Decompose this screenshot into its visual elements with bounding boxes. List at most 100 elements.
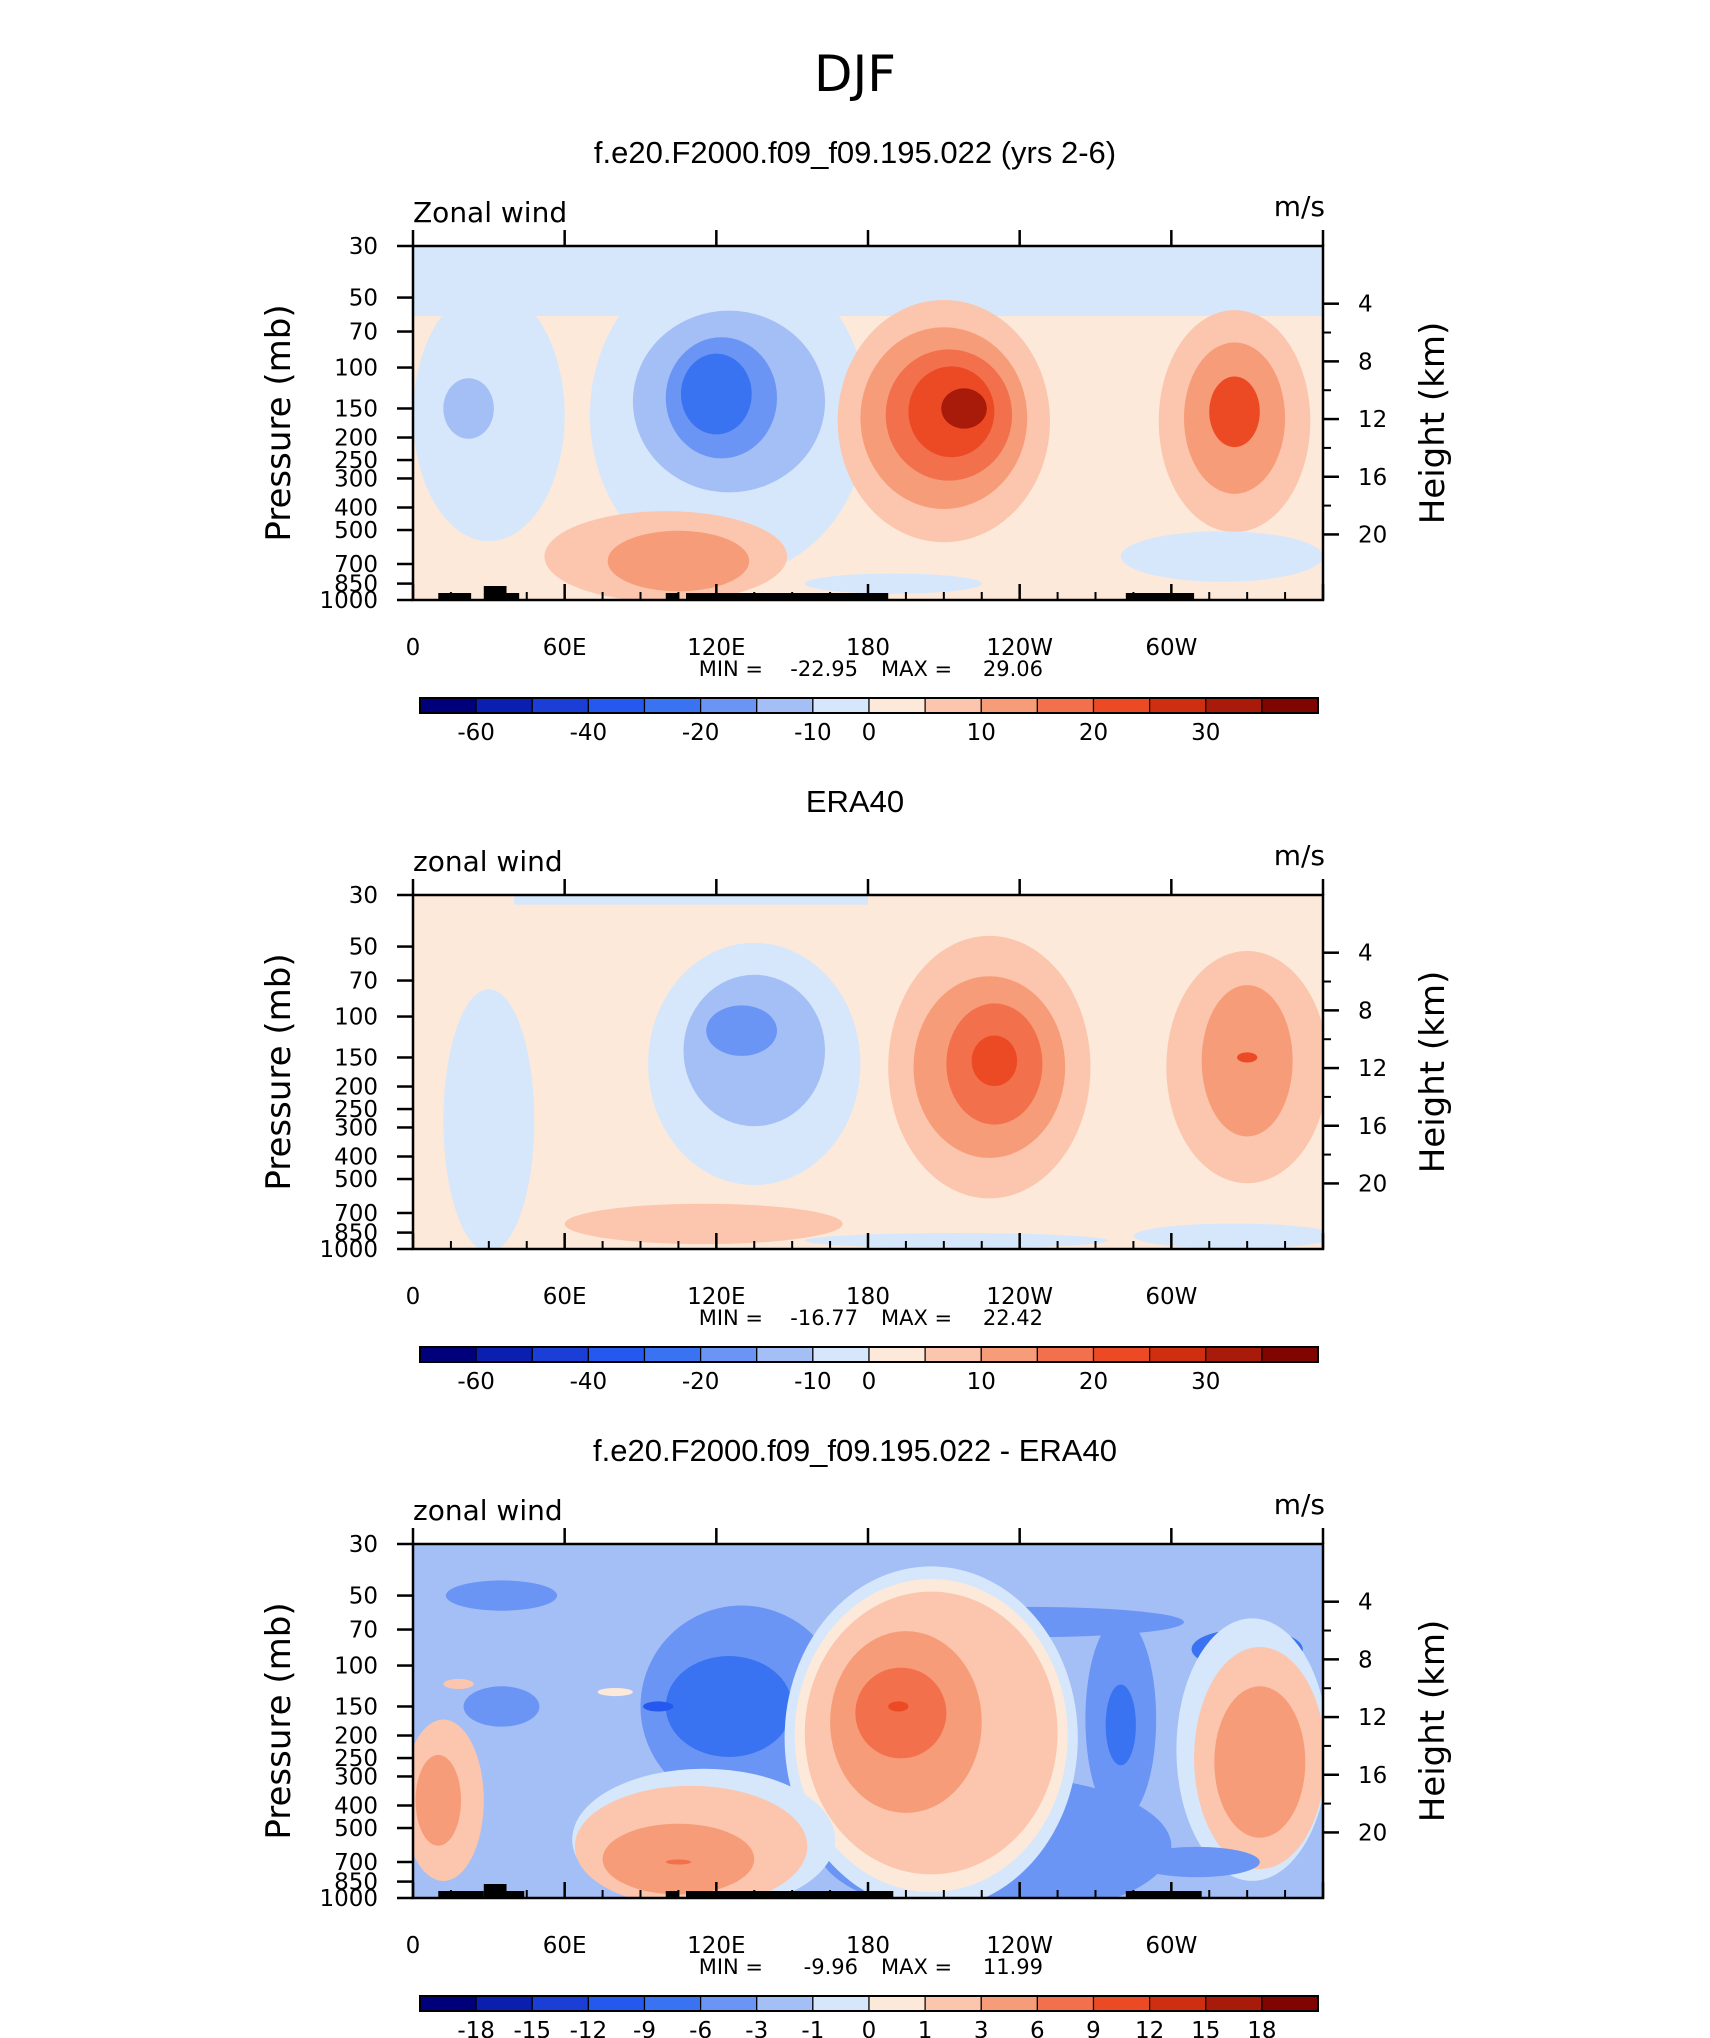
colorbar-tick-label: -40 xyxy=(570,1369,608,1395)
colorbar-tick-label: -6 xyxy=(689,2018,712,2038)
chart-panel-3: f.e20.F2000.f09_f09.195.022 - ERA40 0 60E 1… xyxy=(259,1433,1453,2038)
colorbar-tick-label: -60 xyxy=(457,720,495,746)
colorbar-swatch xyxy=(812,1995,870,2012)
x-tick-label: 0 xyxy=(406,635,421,661)
contour-region xyxy=(602,1823,755,1895)
max-label: MAX = xyxy=(881,657,952,681)
contour-region xyxy=(443,1678,474,1689)
colorbar-swatch xyxy=(1205,1995,1263,2012)
chart-panel-1: f.e20.F2000.f09_f09.195.022 (yrs 2-6) 0 60… xyxy=(259,135,1453,746)
max-value: 29.06 xyxy=(983,657,1043,681)
y-tick-label: 700 xyxy=(334,1850,378,1876)
min-value: -16.77 xyxy=(790,1306,858,1330)
y2-tick-label: 16 xyxy=(1358,1763,1387,1789)
y2-axis-title: Height (km) xyxy=(1413,971,1453,1174)
y-tick-label: 100 xyxy=(334,1005,378,1031)
colorbar-tick-label: 30 xyxy=(1191,720,1220,746)
y-axis-title: Pressure (mb) xyxy=(259,953,299,1190)
y-tick-label: 300 xyxy=(334,1115,378,1141)
y-tick-label: 50 xyxy=(349,1584,378,1610)
colorbar-swatch xyxy=(587,1346,646,1363)
y2-tick-label: 12 xyxy=(1358,1705,1387,1731)
colorbar-swatch xyxy=(1036,1995,1095,2012)
colorbar-swatch xyxy=(1205,1346,1263,1363)
contour-region xyxy=(680,353,752,435)
colorbar-swatch xyxy=(475,697,533,714)
colorbar-tick-label: 0 xyxy=(862,2018,877,2038)
y-tick-label: 850 xyxy=(334,1870,378,1896)
colorbar-tick-label: -10 xyxy=(794,1369,832,1395)
y-axis-title: Pressure (mb) xyxy=(259,1602,299,1839)
topography xyxy=(686,1891,894,1898)
contour-region xyxy=(564,1203,843,1245)
x-tick-label: 60W xyxy=(1145,1933,1197,1959)
contour-region xyxy=(665,1656,793,1757)
colorbar-swatch xyxy=(700,1995,758,2012)
colorbar-swatch xyxy=(419,697,477,714)
colorbar-tick-label: -3 xyxy=(745,2018,768,2038)
x-tick-label: 60W xyxy=(1145,1284,1197,1310)
colorbar-swatch xyxy=(756,1346,814,1363)
contour-field xyxy=(413,246,1323,600)
topography xyxy=(665,1891,679,1898)
colorbar-swatch xyxy=(1261,697,1319,714)
contour-region xyxy=(1133,1223,1323,1249)
x-tick-label: 0 xyxy=(406,1284,421,1310)
colorbar-tick-label: -1 xyxy=(801,2018,824,2038)
x-tick-label: 180 xyxy=(846,635,890,661)
colorbar-swatch xyxy=(419,1346,477,1363)
panels: f.e20.F2000.f09_f09.195.022 (yrs 2-6)0 60… xyxy=(259,135,1453,2038)
contour-region xyxy=(415,1754,462,1846)
y-tick-label: 1000 xyxy=(319,1237,378,1263)
colorbar-tick-label: -20 xyxy=(682,1369,720,1395)
y-tick-label: 100 xyxy=(334,1654,378,1680)
x-tick-label: 0 xyxy=(406,1933,421,1959)
colorbar-swatch xyxy=(1261,1346,1319,1363)
variable-label: zonal wind xyxy=(413,845,563,878)
topography xyxy=(506,1891,525,1898)
contour-band xyxy=(413,246,1323,316)
topography xyxy=(438,593,472,600)
colorbar-swatch xyxy=(643,1346,702,1363)
y-tick-label: 30 xyxy=(349,1532,378,1558)
y-tick-label: 1000 xyxy=(319,1886,378,1912)
y-tick-label: 300 xyxy=(334,466,378,492)
colorbar-swatch xyxy=(1036,697,1095,714)
y-tick-label: 50 xyxy=(349,286,378,312)
x-tick-label: 60E xyxy=(543,635,587,661)
colorbar-swatch xyxy=(475,1346,533,1363)
contour-region xyxy=(941,388,987,429)
colorbar-tick-label: 9 xyxy=(1086,2018,1101,2038)
variable-label: zonal wind xyxy=(413,1494,563,1527)
contour-region xyxy=(597,1687,633,1697)
contour-region xyxy=(1209,376,1260,448)
colorbar-swatch xyxy=(643,697,702,714)
colorbar-tick-label: -20 xyxy=(682,720,720,746)
colorbar-tick-label: 12 xyxy=(1135,2018,1164,2038)
contour-region xyxy=(463,1686,540,1727)
y-tick-label: 250 xyxy=(334,1746,378,1772)
colorbar-swatch xyxy=(1149,1346,1207,1363)
y2-tick-label: 4 xyxy=(1358,292,1373,318)
topography xyxy=(1125,1891,1202,1898)
colorbar-swatch xyxy=(587,697,646,714)
colorbar-swatch xyxy=(700,1346,758,1363)
y2-tick-label: 20 xyxy=(1358,1820,1387,1846)
colorbar-swatch xyxy=(1149,1995,1207,2012)
y2-axis-title: Height (km) xyxy=(1413,1620,1453,1823)
colorbar-tick-label: 20 xyxy=(1079,1369,1108,1395)
x-tick-label: 120W xyxy=(986,1933,1053,1959)
y-tick-label: 70 xyxy=(349,320,378,346)
colorbar-tick-label: 18 xyxy=(1247,2018,1276,2038)
y-tick-label: 30 xyxy=(349,234,378,260)
y2-tick-label: 8 xyxy=(1358,349,1373,375)
colorbar-tick-label: 10 xyxy=(967,720,996,746)
colorbar-tick-label: -60 xyxy=(457,1369,495,1395)
contour-region xyxy=(971,1035,1018,1087)
min-label: MIN = xyxy=(699,657,763,681)
topography xyxy=(438,1891,484,1898)
colorbar-swatch xyxy=(419,1995,477,2012)
x-tick-label: 120E xyxy=(687,635,745,661)
x-tick-label: 60W xyxy=(1145,635,1197,661)
